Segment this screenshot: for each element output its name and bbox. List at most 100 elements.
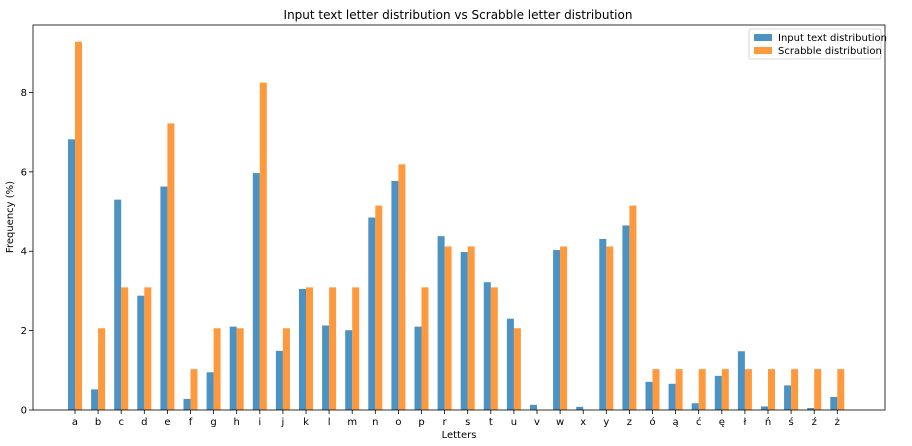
bar-scrabble-h [236,328,244,410]
bar-input-text-s [460,252,468,410]
x-tick-label-ś: ś [788,416,793,428]
bar-input-text-z [622,225,630,410]
x-tick-label-a: a [72,417,78,428]
bar-scrabble-u [513,328,521,410]
bar-input-text-ć [691,403,699,410]
bars-group [68,41,845,411]
bar-scrabble-ć [698,369,706,410]
chart-title: Input text letter distribution vs Scrabb… [284,8,633,22]
y-tick-label: 0 [21,406,27,417]
x-tick-label-ż: ż [835,417,840,428]
x-tick-label-j: j [281,417,285,428]
bar-scrabble-g [213,328,221,410]
bar-input-text-ó [645,381,653,410]
bar-input-text-ą [668,383,676,410]
y-tick-label: 2 [21,326,27,337]
x-tick-label-h: h [234,417,240,428]
bar-scrabble-n [375,205,383,410]
bar-scrabble-r [444,246,452,410]
bar-scrabble-ę [721,369,729,410]
bar-scrabble-ś [791,369,799,410]
bar-input-text-e [160,186,168,410]
bar-scrabble-ó [652,369,660,410]
x-tick-label-z: z [627,417,632,428]
x-tick-label-i: i [258,417,261,428]
bar-input-text-b [91,389,99,410]
x-tick-label-r: r [443,417,448,428]
bar-input-text-u [506,318,514,410]
bar-scrabble-i [259,82,267,410]
legend-label-scrabble: Scrabble distribution [778,46,882,57]
x-tick-label-g: g [210,417,216,428]
x-tick-label-n: n [372,417,378,428]
bar-scrabble-w [560,246,568,410]
x-tick-label-x: x [580,417,586,428]
bar-scrabble-d [144,287,152,410]
bar-scrabble-o [398,164,406,410]
bar-scrabble-y [606,246,614,410]
bar-input-text-d [137,295,145,410]
bar-input-text-i [252,173,260,410]
x-axis-label: Letters [442,430,477,441]
bar-input-text-l [322,325,330,410]
x-tick-label-ń: ń [765,416,771,428]
bar-scrabble-m [352,287,360,410]
bar-input-text-ś [784,385,792,410]
legend-label-input-text: Input text distribution [778,33,887,44]
x-tick-label-o: o [395,417,401,428]
bar-scrabble-ż [837,369,845,410]
plot-area-frame [32,24,886,411]
bar-scrabble-c [121,287,129,410]
x-tick-label-ź: ź [812,416,817,428]
bar-input-text-w [553,250,561,410]
x-tick-label-ł: ł [743,417,746,428]
x-tick-label-w: w [556,417,564,428]
bar-input-text-ź [807,408,815,410]
legend-box [748,28,882,60]
bar-input-text-o [391,180,399,410]
bar-input-text-v [530,404,537,410]
x-tick-label-b: b [95,417,101,428]
bar-scrabble-ł [744,369,752,410]
bar-scrabble-p [421,287,429,410]
bar-scrabble-t [490,287,498,410]
y-axis-label: Frequency (%) [5,181,16,253]
bar-input-text-g [206,372,214,410]
x-tick-label-k: k [303,417,309,428]
bar-input-text-f [183,398,191,410]
x-tick-label-ę: ę [719,417,725,428]
x-tick-label-f: f [189,417,193,428]
bar-input-text-a [68,139,75,411]
bar-scrabble-s [467,246,475,410]
bar-scrabble-ź [814,369,822,410]
legend: Input text distribution Scrabble distribu… [748,28,887,60]
x-tick-label-e: e [164,417,170,428]
bar-input-text-ń [761,406,768,410]
x-tick-label-ó: ó [649,416,655,428]
bar-input-text-h [229,326,237,410]
bar-input-text-k [299,288,306,410]
y-tick-label: 4 [21,247,27,258]
bar-scrabble-a [75,41,82,410]
bar-input-text-j [275,350,283,410]
bar-input-text-n [368,217,376,410]
y-tick-label: 8 [21,88,27,99]
bar-input-text-y [599,238,607,410]
bar-input-text-ę [714,375,722,410]
bar-input-text-t [483,282,491,410]
bar-input-text-p [414,326,422,410]
bar-scrabble-z [629,205,637,410]
x-tick-label-ć: ć [696,416,702,428]
x-tick-label-d: d [141,417,147,428]
bar-scrabble-f [190,369,198,410]
x-tick-label-m: m [347,417,357,428]
x-tick-label-t: t [489,417,493,428]
bar-input-text-ł [737,351,745,410]
bar-scrabble-b [98,328,106,410]
bar-scrabble-ń [768,369,775,410]
x-tick-label-v: v [534,417,540,428]
bar-scrabble-l [329,287,337,410]
x-tick-label-c: c [118,417,124,428]
bar-input-text-x [576,406,584,410]
